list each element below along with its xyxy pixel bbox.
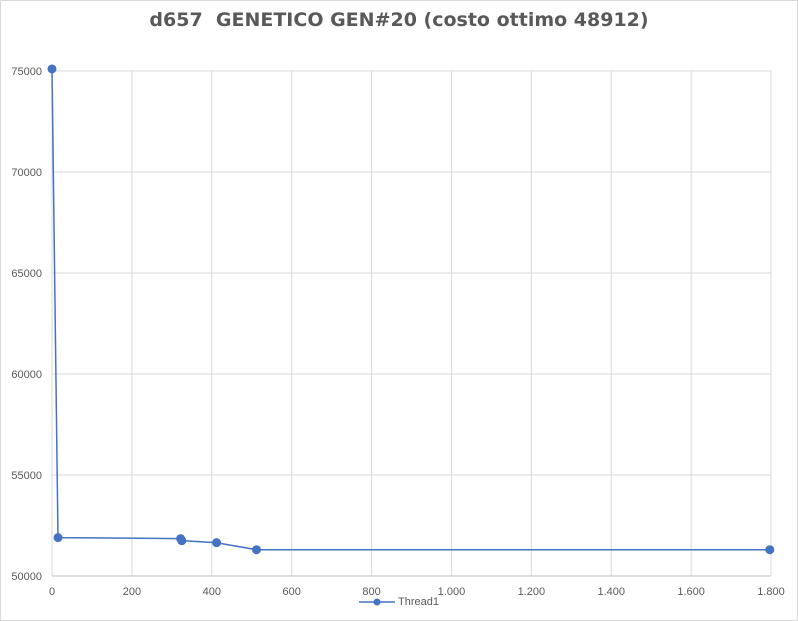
data-point[interactable]	[47, 64, 57, 74]
legend-line-marker-icon	[359, 598, 395, 606]
series-group	[47, 64, 775, 555]
data-point[interactable]	[53, 533, 63, 543]
y-axis-ticks: 50000 55000 60000 65000 70000 75000	[11, 66, 42, 583]
x-tick-label: 1.400	[597, 586, 625, 598]
legend: Thread1	[0, 595, 798, 609]
legend-item-thread1[interactable]: Thread1	[359, 596, 439, 608]
x-tick-label: 1.000	[438, 586, 466, 598]
y-tick-label: 50000	[11, 571, 42, 583]
y-tick-label: 75000	[11, 66, 42, 78]
data-point[interactable]	[252, 545, 262, 555]
gridlines	[51, 70, 772, 577]
x-tick-label: 200	[123, 586, 141, 598]
data-point[interactable]	[177, 536, 187, 546]
y-tick-label: 70000	[11, 167, 42, 179]
x-tick-label: 600	[282, 586, 300, 598]
x-tick-label: 1.200	[518, 586, 546, 598]
series-line-thread1	[51, 68, 770, 551]
y-tick-label: 60000	[11, 369, 42, 381]
x-tick-label: 800	[362, 586, 380, 598]
x-tick-label: 1.600	[677, 586, 705, 598]
x-tick-label: 400	[203, 586, 221, 598]
x-tick-label: 1.800	[757, 586, 785, 598]
y-tick-label: 55000	[11, 470, 42, 482]
legend-label: Thread1	[398, 596, 439, 608]
data-point[interactable]	[765, 545, 775, 555]
x-tick-label: 0	[49, 586, 55, 598]
data-point[interactable]	[212, 538, 222, 548]
y-tick-label: 65000	[11, 268, 42, 280]
x-axis-ticks: 0 200 400 600 800 1.000 1.200 1.400 1.600 1.800	[49, 586, 785, 598]
chart-title: d657 GENETICO GEN#20 (costo ottimo 48912…	[149, 9, 649, 31]
